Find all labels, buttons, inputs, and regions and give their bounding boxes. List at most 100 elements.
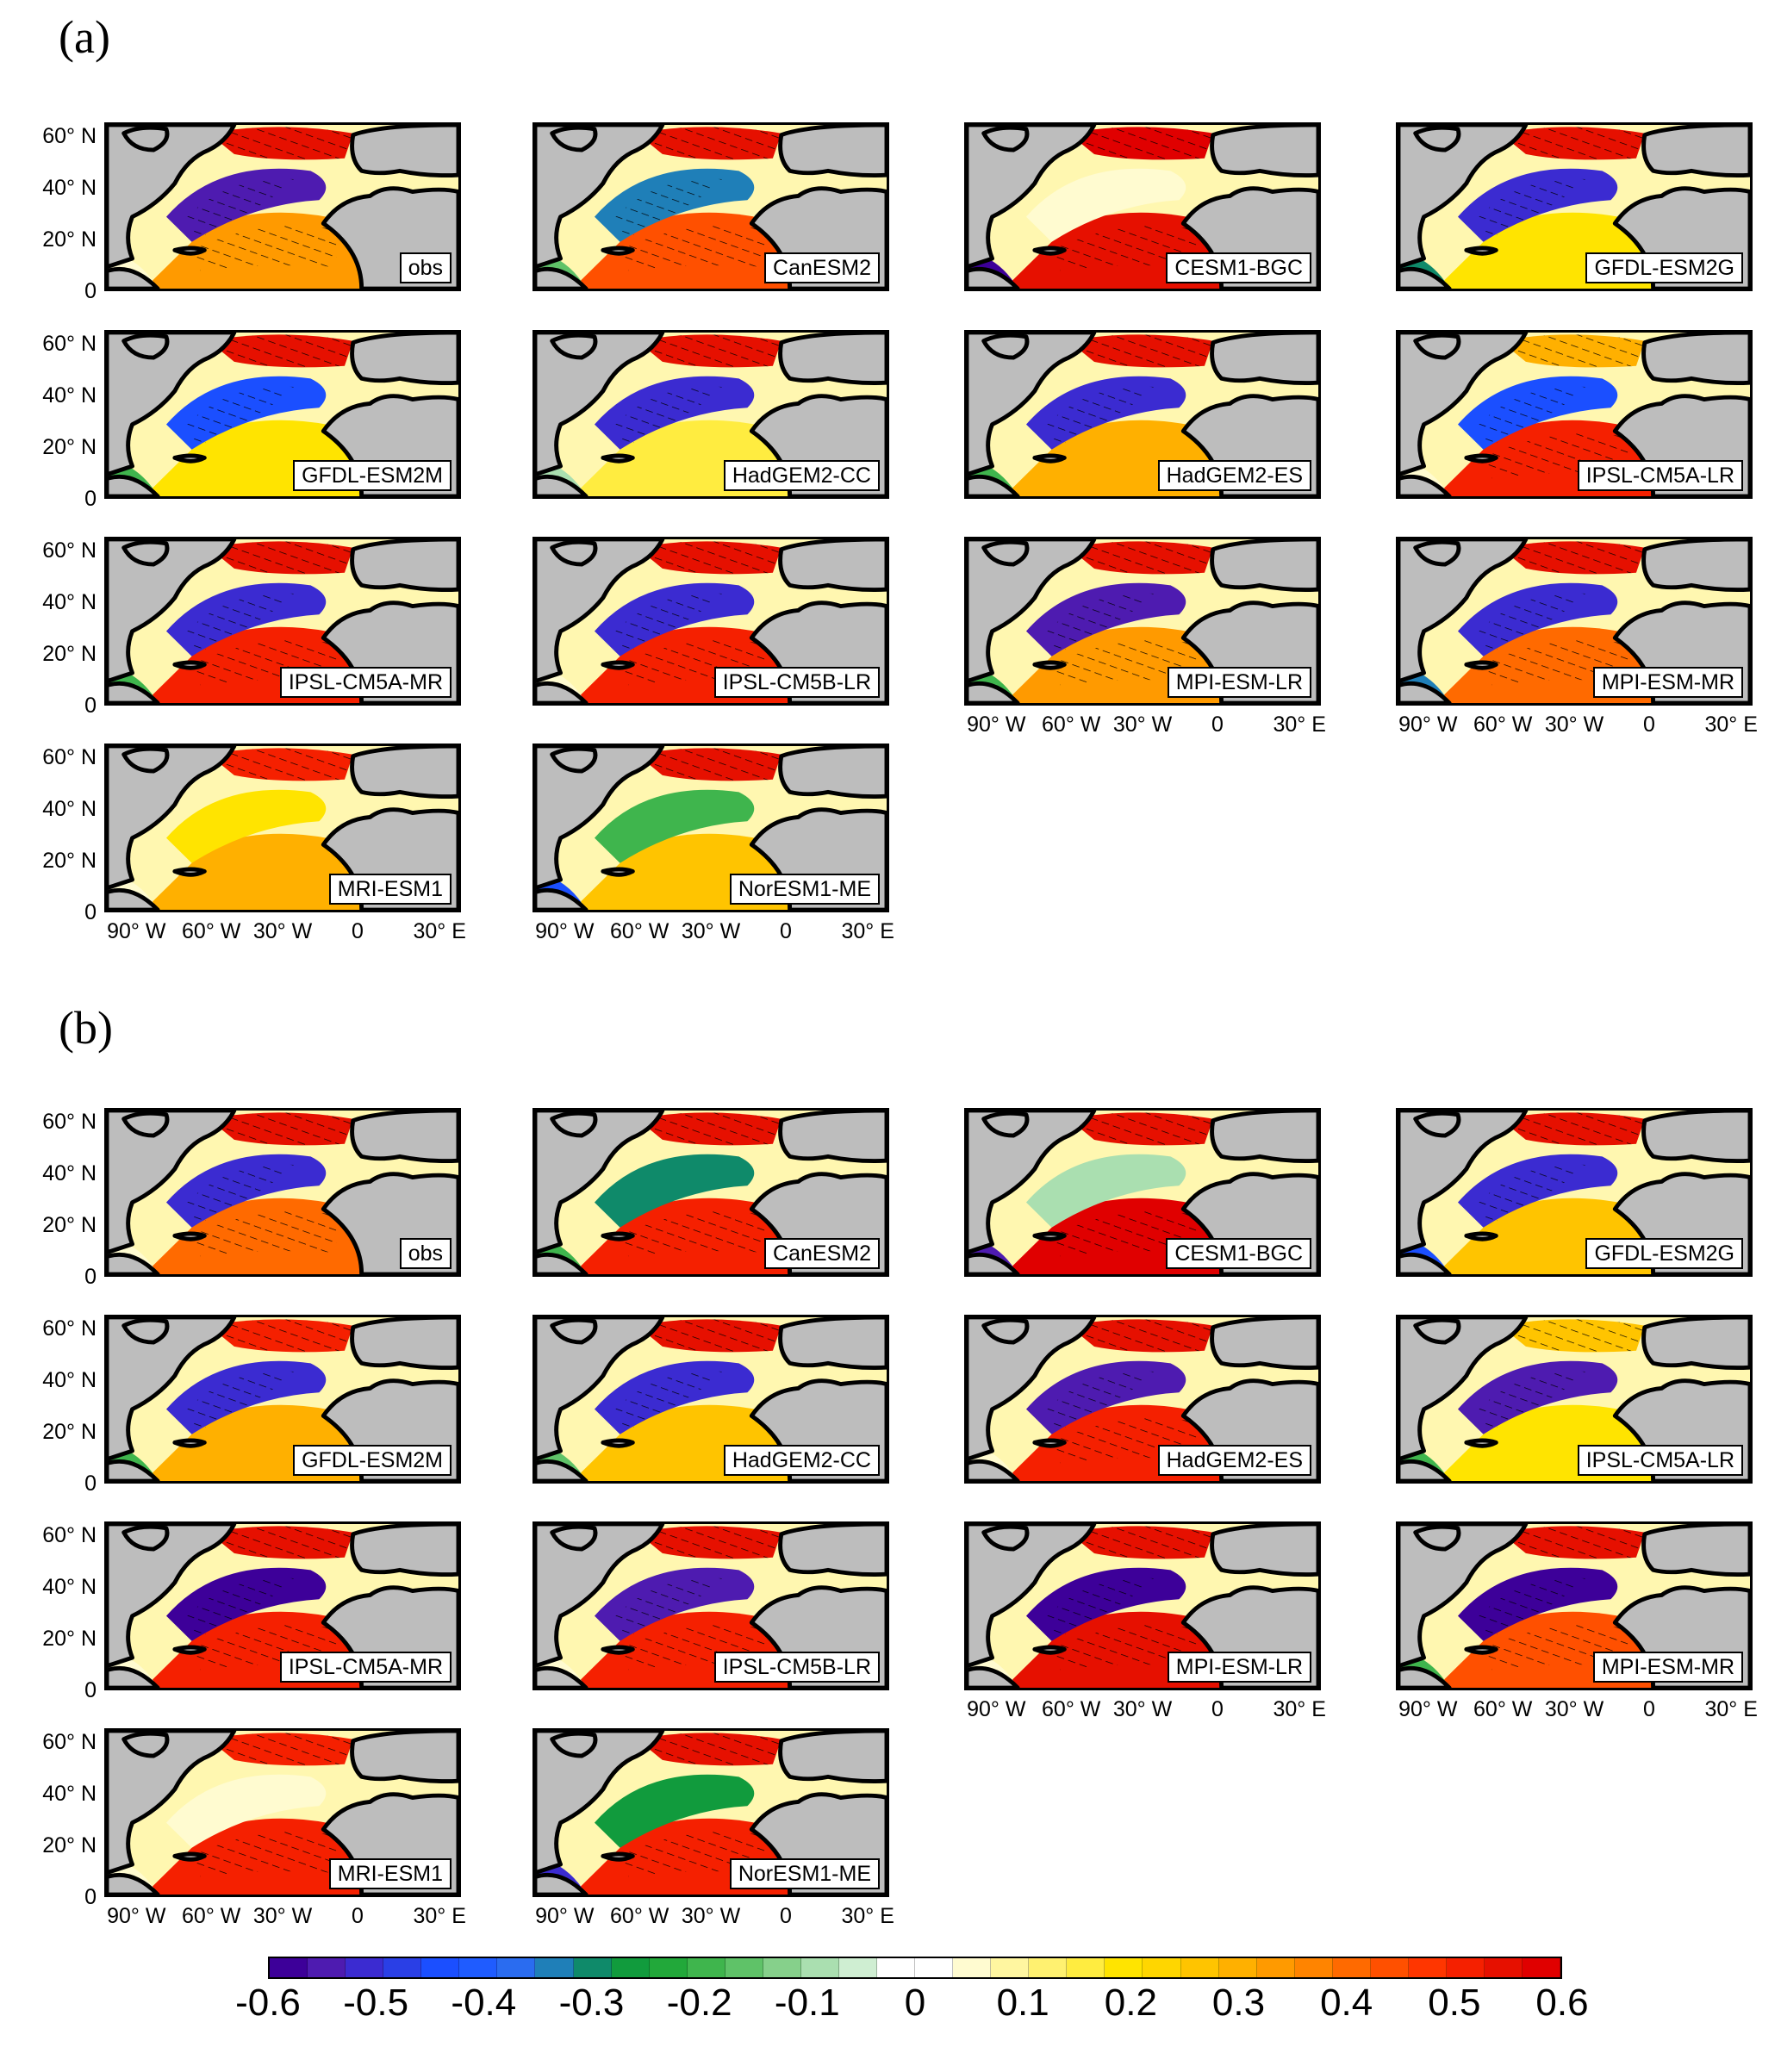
greenland-fragment — [121, 1524, 170, 1552]
model-name-label: CESM1-BGC — [1166, 1238, 1311, 1269]
greenland-fragment — [981, 1111, 1030, 1138]
colorbar-segment — [763, 1958, 801, 1977]
longitude-tick-label: 90° W — [107, 919, 166, 943]
model-name-label: GFDL-ESM2G — [1585, 252, 1743, 283]
map-panel: GFDL-ESM2G — [1396, 122, 1753, 291]
mid-hatch — [1474, 386, 1585, 445]
greenland-fragment — [550, 1731, 598, 1758]
caribbean-islands — [601, 453, 635, 464]
map-panel: IPSL-CM5A-MR — [104, 1521, 461, 1690]
south-america — [535, 1252, 588, 1274]
north-hatch — [637, 541, 782, 575]
sst-map — [967, 1111, 1318, 1274]
colorbar-tick-label: -0.6 — [235, 1982, 301, 2024]
europe — [1210, 539, 1318, 593]
model-name-label: MRI-ESM1 — [328, 874, 451, 905]
europe — [1641, 539, 1750, 593]
greenland-fragment — [121, 1731, 170, 1758]
longitude-tick-label: 60° W — [1042, 712, 1101, 737]
mid-hatch — [1474, 593, 1585, 652]
longitude-tick-label: 0 — [779, 1904, 792, 1928]
model-name-label: MPI-ESM-MR — [1592, 1652, 1743, 1683]
north-america — [967, 1524, 1097, 1669]
greenland-fragment — [981, 333, 1030, 360]
latitude-tick-label: 20° N — [42, 227, 97, 252]
north-hatch — [637, 1526, 782, 1559]
south-america — [107, 474, 160, 496]
map-panel: IPSL-CM5A-MR — [104, 537, 461, 706]
colorbar-segment — [1143, 1958, 1181, 1977]
longitude-tick-label: 30° E — [841, 919, 894, 943]
latitude-tick-label: 20° N — [42, 642, 97, 666]
mid-hatch — [1043, 1371, 1154, 1430]
model-name-label: MRI-ESM1 — [328, 1858, 451, 1889]
latitude-tick-label: 20° N — [42, 1833, 97, 1857]
mid-hatch — [183, 1164, 294, 1223]
caribbean-islands — [172, 660, 207, 670]
map-panel: MRI-ESM1 — [104, 744, 461, 912]
model-name-label: IPSL-CM5B-LR — [713, 667, 880, 698]
north-america — [967, 1111, 1097, 1255]
model-name-label: obs — [399, 252, 451, 283]
europe — [778, 333, 887, 386]
greenland-fragment — [1413, 1524, 1461, 1552]
south-hatch — [1483, 1625, 1628, 1671]
north-hatch — [209, 748, 353, 781]
colorbar-segment — [687, 1958, 725, 1977]
colorbar-segment — [649, 1958, 688, 1977]
longitude-tick-label: 30° E — [413, 919, 466, 943]
colorbar-segment — [497, 1958, 536, 1977]
north-hatch — [209, 1526, 353, 1559]
greenland-fragment — [550, 1111, 598, 1138]
north-hatch — [209, 1112, 353, 1146]
caribbean-islands — [1464, 1645, 1498, 1655]
mid-hatch — [611, 386, 722, 445]
caribbean-islands — [172, 453, 207, 464]
longitude-tick-label: 60° W — [182, 1904, 241, 1928]
latitude-tick-label: 40° N — [42, 1368, 97, 1392]
greenland-fragment — [550, 1317, 598, 1345]
north-america — [535, 1111, 665, 1255]
mid-hatch — [1043, 386, 1154, 445]
latitude-tick-label: 60° N — [42, 1316, 97, 1341]
europe — [778, 1111, 887, 1164]
caribbean-islands — [1032, 453, 1067, 464]
greenland-fragment — [121, 1111, 170, 1138]
north-hatch — [1068, 1112, 1213, 1146]
south-america — [107, 1252, 160, 1274]
greenland-fragment — [981, 1317, 1030, 1345]
colorbar-segment — [838, 1958, 877, 1977]
south-america — [107, 1665, 160, 1688]
latitude-tick-label: 20° N — [42, 435, 97, 459]
colorbar-segment — [1485, 1958, 1523, 1977]
north-america — [1398, 1317, 1529, 1462]
north-hatch — [1068, 334, 1213, 368]
latitude-tick-label: 40° N — [42, 590, 97, 614]
mid-hatch — [611, 593, 722, 652]
caribbean-islands — [1464, 660, 1498, 670]
europe — [1641, 125, 1750, 178]
north-america — [535, 746, 665, 891]
sst-map — [1398, 539, 1750, 703]
colorbar-segment — [1294, 1958, 1333, 1977]
north-hatch — [1500, 541, 1645, 575]
europe — [778, 746, 887, 800]
map-panel: NorESM1-ME — [532, 1728, 889, 1897]
greenland-fragment — [1413, 1317, 1461, 1345]
colorbar-segment — [1105, 1958, 1143, 1977]
caribbean-islands — [1032, 1231, 1067, 1241]
mid-hatch — [183, 178, 294, 238]
map-panel: CanESM2 — [532, 122, 889, 291]
latitude-tick-label: 0 — [84, 1885, 97, 1909]
north-america — [107, 1317, 237, 1462]
south-hatch — [191, 1211, 337, 1257]
greenland-fragment — [550, 333, 598, 360]
colorbar-tick-label: 0.4 — [1320, 1982, 1373, 2024]
north-america — [107, 1111, 237, 1255]
south-hatch — [191, 1832, 337, 1877]
model-name-label: MPI-ESM-LR — [1167, 667, 1311, 698]
latitude-tick-label: 20° N — [42, 849, 97, 873]
model-name-label: MPI-ESM-LR — [1167, 1652, 1311, 1683]
colorbar-segment — [877, 1958, 916, 1977]
map-panel: IPSL-CM5A-LR — [1396, 330, 1753, 499]
